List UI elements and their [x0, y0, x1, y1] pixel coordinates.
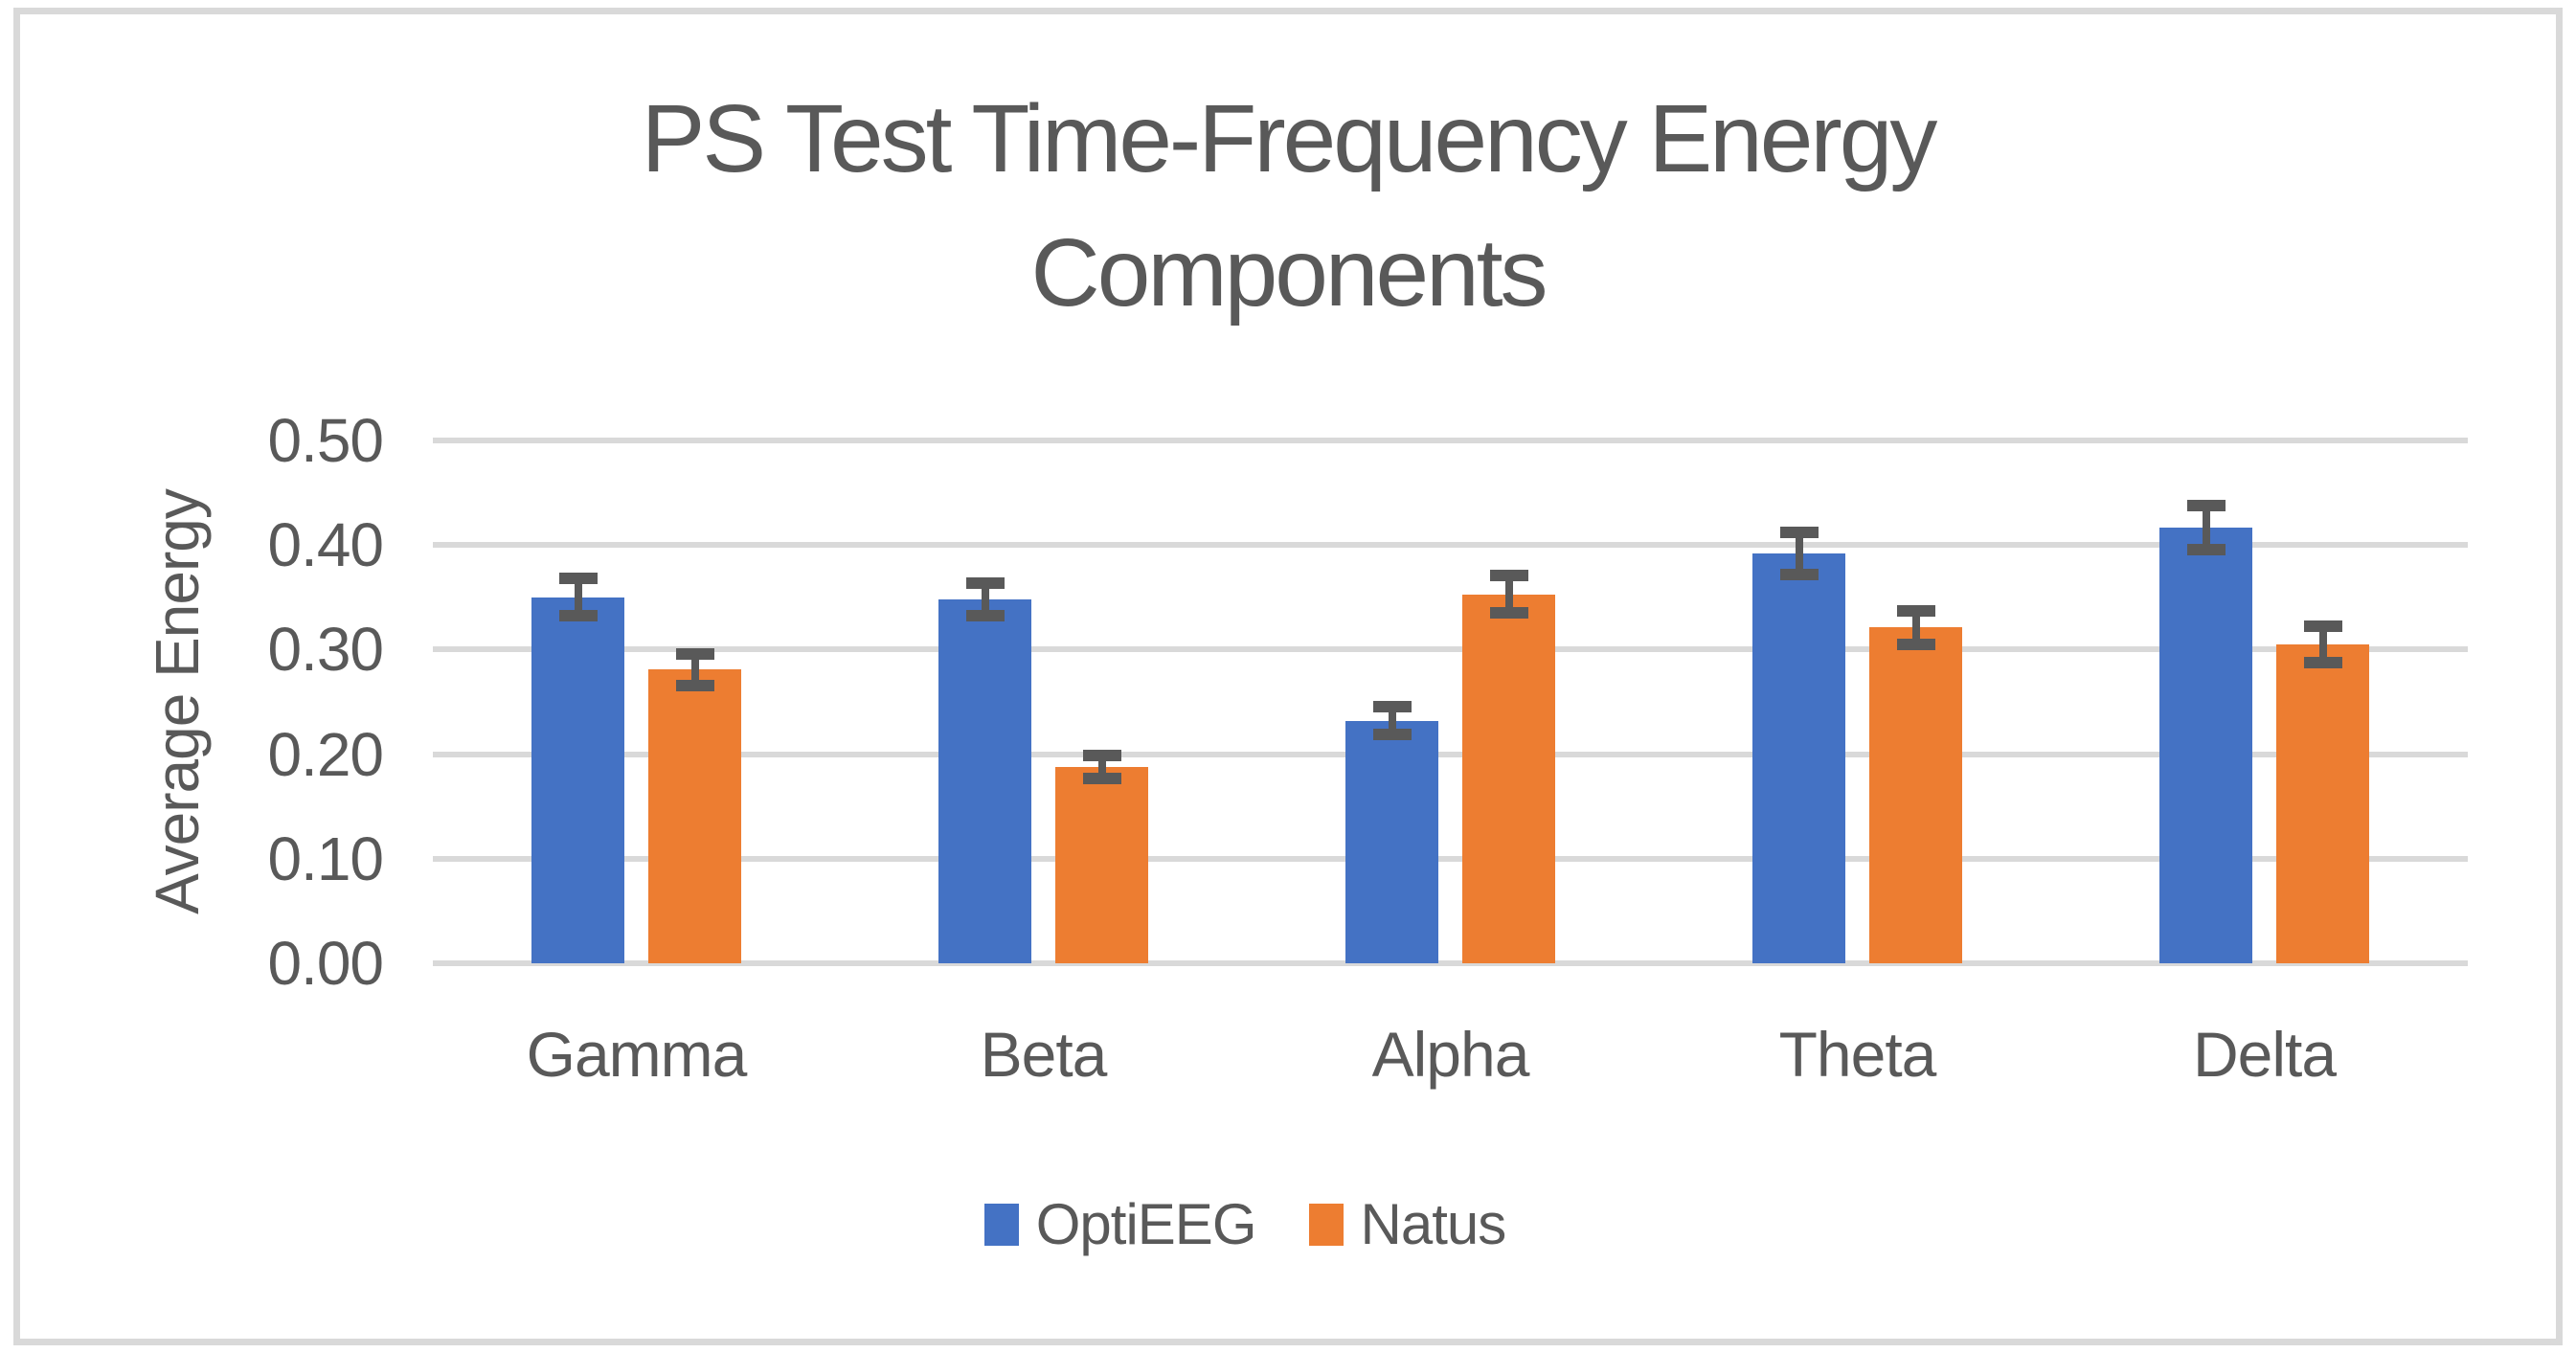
- category-group-theta: [1654, 440, 2061, 963]
- error-bar-bottom-cap-natus-alpha: [1490, 607, 1528, 619]
- bar-optieeg-beta: [938, 599, 1031, 963]
- bar-natus-delta: [2276, 644, 2369, 963]
- error-bar-whisker-optieeg-beta: [982, 582, 989, 616]
- error-bar-top-cap-natus-beta: [1083, 750, 1121, 761]
- error-bar-whisker-natus-beta: [1098, 755, 1106, 778]
- error-bar-bottom-cap-optieeg-delta: [2187, 544, 2226, 555]
- error-bar-whisker-natus-theta: [1912, 611, 1920, 644]
- y-tick-label-0.20: 0.20: [267, 720, 384, 789]
- error-bar-bottom-cap-natus-beta: [1083, 773, 1121, 784]
- legend-swatch-natus: [1308, 1203, 1344, 1246]
- error-bar-bottom-cap-natus-gamma: [676, 680, 714, 691]
- error-bar-top-cap-natus-alpha: [1490, 570, 1528, 581]
- error-bar-top-cap-optieeg-theta: [1780, 527, 1819, 538]
- error-bar-bottom-cap-natus-delta: [2304, 657, 2342, 668]
- y-tick-label-0.00: 0.00: [267, 929, 384, 998]
- category-group-beta: [840, 440, 1247, 963]
- error-bar-top-cap-optieeg-delta: [2187, 500, 2226, 511]
- chart-title: PS Test Time-Frequency Energy Components: [0, 72, 2576, 340]
- category-label-delta: Delta: [2192, 1019, 2337, 1090]
- legend-label-natus: Natus: [1360, 1192, 1507, 1256]
- error-bar-top-cap-optieeg-alpha: [1373, 701, 1412, 712]
- error-bar-top-cap-natus-delta: [2304, 620, 2342, 632]
- y-tick-label-0.10: 0.10: [267, 824, 384, 893]
- gridline-0.50: [433, 438, 2468, 443]
- error-bar-bottom-cap-optieeg-theta: [1780, 569, 1819, 580]
- gridline-0.00: [433, 960, 2468, 966]
- gridline-0.30: [433, 646, 2468, 652]
- error-bar-top-cap-optieeg-gamma: [559, 573, 598, 584]
- bar-optieeg-theta: [1752, 553, 1845, 963]
- error-bar-top-cap-natus-theta: [1897, 605, 1935, 617]
- bar-natus-alpha: [1462, 595, 1555, 963]
- bar-natus-gamma: [648, 669, 741, 963]
- chart-title-line-1: PS Test Time-Frequency Energy: [641, 85, 1938, 192]
- error-bar-whisker-natus-delta: [2319, 627, 2327, 663]
- category-group-delta: [2061, 440, 2468, 963]
- error-bar-whisker-optieeg-alpha: [1389, 708, 1396, 734]
- error-bar-whisker-optieeg-delta: [2203, 506, 2210, 550]
- error-bar-whisker-natus-alpha: [1505, 575, 1513, 613]
- legend-item-natus: Natus: [1308, 1191, 1507, 1257]
- error-bar-top-cap-natus-gamma: [676, 648, 714, 660]
- y-tick-label-0.50: 0.50: [267, 406, 384, 475]
- legend-item-optieeg: OptiEEG: [983, 1191, 1257, 1257]
- error-bar-whisker-natus-gamma: [691, 654, 699, 686]
- legend: OptiEEG Natus: [0, 1191, 2533, 1257]
- error-bar-bottom-cap-optieeg-alpha: [1373, 729, 1412, 740]
- chart-title-line-2: Components: [1030, 219, 1548, 327]
- legend-swatch-optieeg: [983, 1203, 1019, 1246]
- error-bar-bottom-cap-optieeg-gamma: [559, 610, 598, 621]
- error-bar-whisker-optieeg-theta: [1796, 532, 1803, 575]
- gridline-0.20: [433, 752, 2468, 757]
- error-bar-bottom-cap-optieeg-beta: [966, 610, 1005, 621]
- category-group-alpha: [1247, 440, 1654, 963]
- category-label-theta: Theta: [1778, 1019, 1937, 1090]
- bar-natus-beta: [1055, 767, 1148, 963]
- error-bar-bottom-cap-natus-theta: [1897, 639, 1935, 650]
- y-tick-label-0.40: 0.40: [267, 510, 384, 579]
- error-bar-top-cap-optieeg-beta: [966, 577, 1005, 589]
- bar-optieeg-gamma: [531, 598, 624, 963]
- category-group-gamma: [433, 440, 840, 963]
- y-tick-label-0.30: 0.30: [267, 615, 384, 684]
- plot-area: 0.00 0.10 0.20 0.30 0.40 0.50 Gamma Beta Alpha Th…: [267, 410, 2468, 1086]
- category-label-alpha: Alpha: [1371, 1019, 1530, 1090]
- gridline-0.40: [433, 542, 2468, 548]
- error-bar-whisker-optieeg-gamma: [575, 578, 582, 616]
- category-label-gamma: Gamma: [526, 1019, 748, 1090]
- chart-border: [13, 8, 2563, 1345]
- gridline-0.10: [433, 856, 2468, 862]
- bar-natus-theta: [1869, 627, 1962, 963]
- legend-label-optieeg: OptiEEG: [1035, 1192, 1257, 1256]
- bar-optieeg-alpha: [1345, 721, 1438, 963]
- bar-optieeg-delta: [2159, 528, 2252, 963]
- category-label-beta: Beta: [980, 1019, 1108, 1090]
